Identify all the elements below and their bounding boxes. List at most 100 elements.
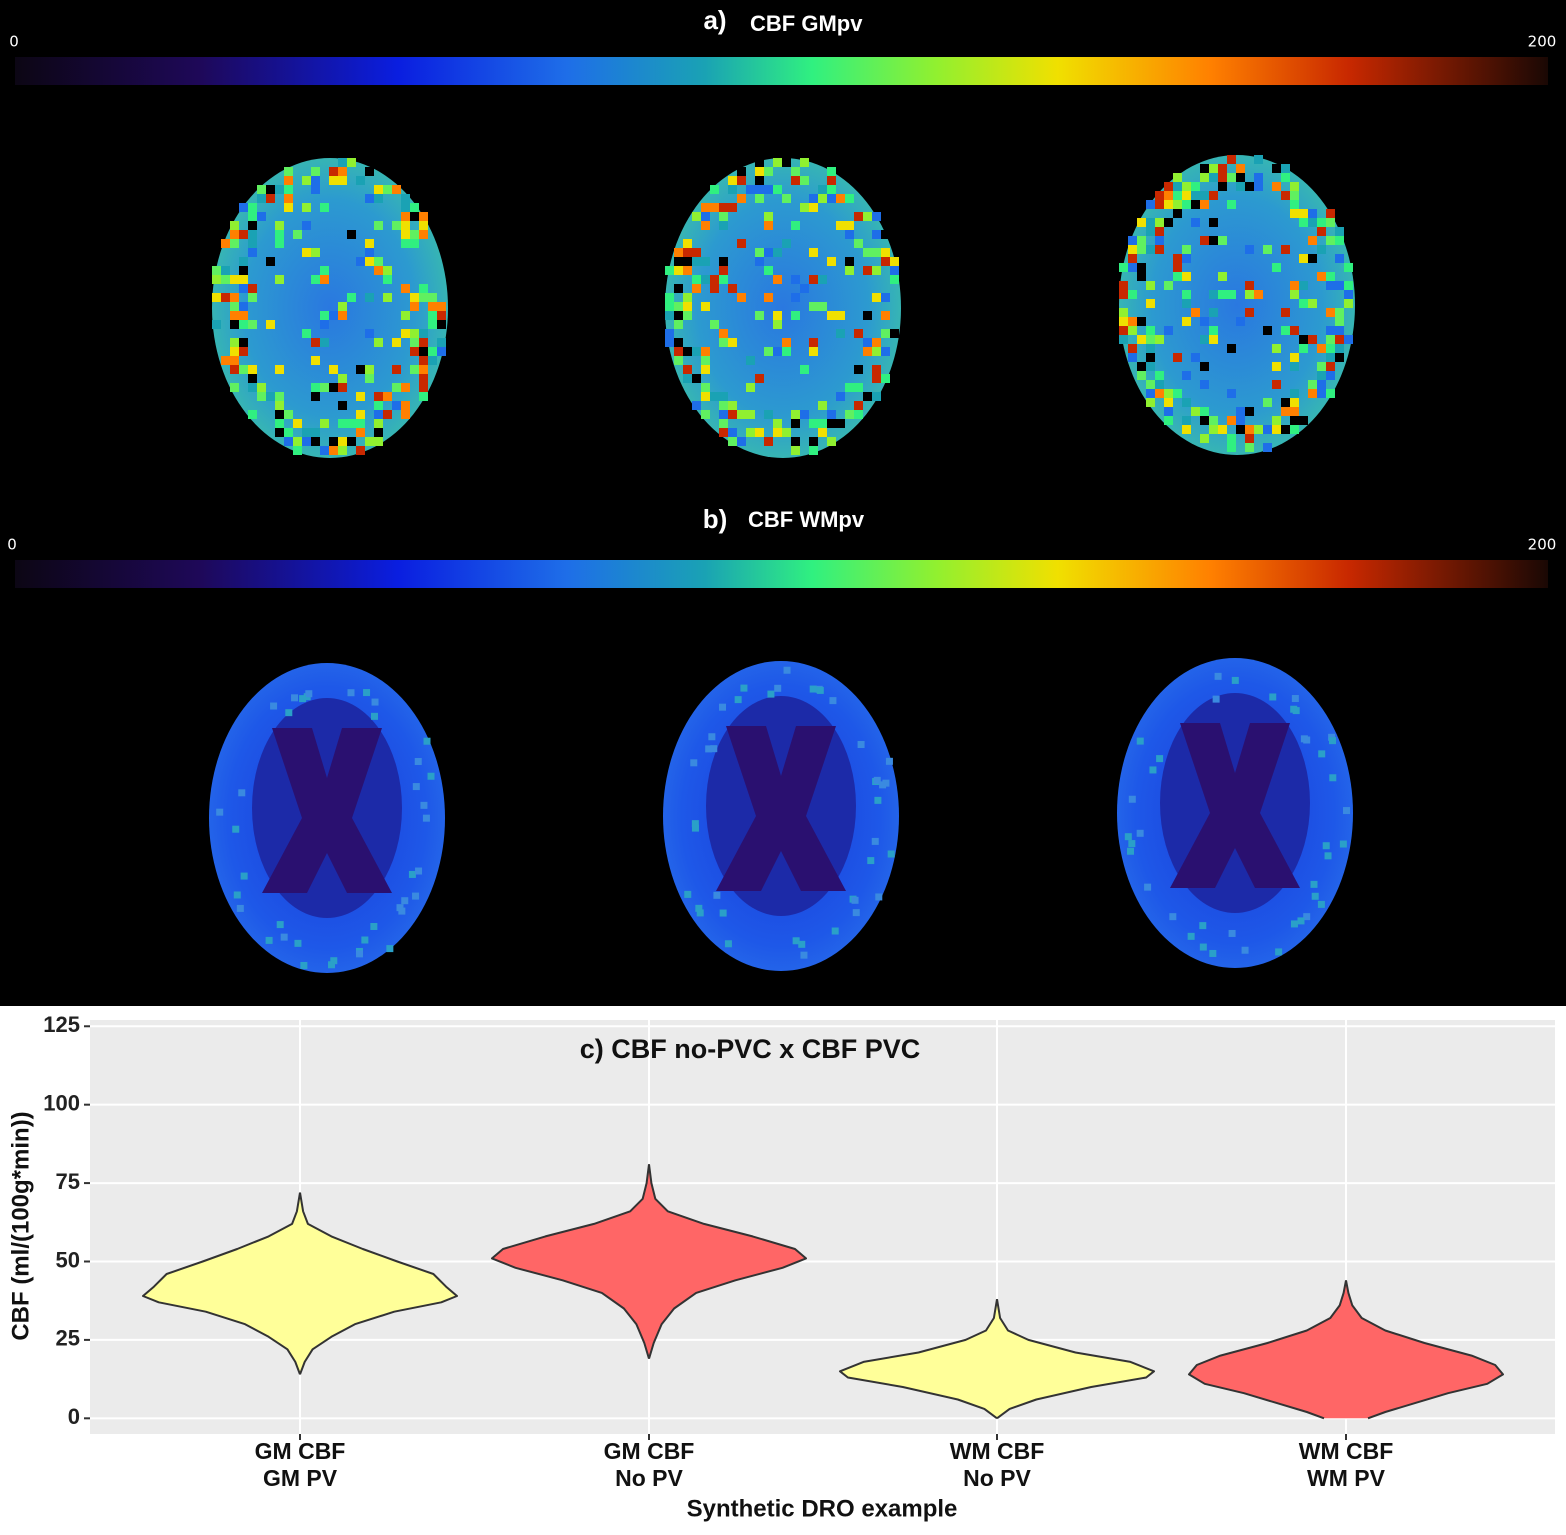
violin-outline [491,1164,650,1359]
brain-pixel [1119,263,1128,272]
brain-pixel [1335,281,1344,290]
brain-pixel [1191,353,1200,362]
brain-pixel [230,293,239,302]
brain-pixel [1191,218,1200,227]
brain-pixel [230,311,239,320]
chart-title: c) CBF no-PVC x CBF PVC [580,1034,921,1064]
brain-pixel [710,745,718,753]
brain-pixel [740,684,748,692]
brain-pixel [1281,308,1290,317]
brain-pixel [674,266,683,275]
brain-pixel [356,410,365,419]
brain-pixel [275,365,284,374]
brain-pixel [1169,913,1177,921]
brain-pixel [1200,380,1209,389]
brain-pixel [1292,707,1300,715]
brain-pixel [371,698,379,706]
brain-pixel [1191,191,1200,200]
brain-pixel [320,338,329,347]
brain-pixel [1311,892,1319,900]
brain-pixel [401,239,410,248]
brain-pixel [719,392,728,401]
brain-pixel [419,212,428,221]
brain-pixel [365,365,374,374]
brain-pixel [674,248,683,257]
brain-pixel [773,347,782,356]
brain-pixel [1182,272,1191,281]
brain-pixel [683,347,692,356]
brain-pixel [1299,335,1308,344]
brain-pixel [737,437,746,446]
brain-pixel [791,275,800,284]
brain-pixel [374,257,383,266]
brain-pixel [1227,173,1236,182]
brain-pixel [1155,200,1164,209]
brain-pixel [1335,326,1344,335]
brain-pixel [1290,191,1299,200]
brain-pixel [374,401,383,410]
brain-pixel [872,212,881,221]
brain-pixel [266,392,275,401]
brain-pixel [1290,389,1299,398]
brain-pixel [1227,200,1236,209]
brain-pixel [674,284,683,293]
brain-pixel [1146,398,1155,407]
brain-pixel [1254,173,1263,182]
x-tick-label: GM CBF [604,1438,695,1464]
brain-pixel [1310,880,1318,888]
brain-pixel [1155,380,1164,389]
brain-pixel [365,194,374,203]
brain-pixel [1290,353,1299,362]
brain-pixel [329,167,338,176]
violin-body [143,1192,457,1375]
brain-pixel [719,338,728,347]
brain-pixel [827,167,836,176]
brain-pixel [1214,672,1222,680]
brain-pixel [1227,290,1236,299]
brain-pixel [692,248,701,257]
brain-pixel [365,374,374,383]
brain-pixel [1272,380,1281,389]
brain-pixel [1144,883,1152,891]
brain-pixel [1335,317,1344,326]
brain-pixel [248,410,257,419]
brain-pixel [1182,425,1191,434]
brain-pixel [1236,425,1245,434]
brain-pixel [764,212,773,221]
brain-pixel [791,419,800,428]
brain-pixel [302,203,311,212]
brain-pixel [320,320,329,329]
brain-pixel [356,446,365,455]
brain-pixel [863,212,872,221]
brain-pixel [356,176,365,185]
brain-pixel [221,293,230,302]
brain-pixel [428,302,437,311]
brain-pixel [701,221,710,230]
brain-pixel [239,257,248,266]
brain-pixel [665,338,674,347]
brain-pixel [710,320,719,329]
brain-pixel [428,293,437,302]
violin-outline [648,1164,807,1359]
brain-pixel [683,266,692,275]
brain-pixel [696,909,704,917]
brain-slice [1119,155,1355,455]
brain-pixel [1191,308,1200,317]
brain-pixel [1155,227,1164,236]
brain-pixel [791,221,800,230]
brain-pixel [701,347,710,356]
brain-pixel [719,275,728,284]
brain-pixel [674,347,683,356]
brain-pixel [302,176,311,185]
brain-pixel [845,410,854,419]
brain-pixel [809,419,818,428]
brain-pixel [1182,254,1191,263]
brain-pixel [705,745,713,753]
brain-pixel [1254,425,1263,434]
brain-pixel [437,320,446,329]
brain-pixel [1290,326,1299,335]
brain-pixel [816,686,824,694]
brain-pixel [320,419,329,428]
brain-pixel [1218,272,1227,281]
brain-pixel [302,428,311,437]
